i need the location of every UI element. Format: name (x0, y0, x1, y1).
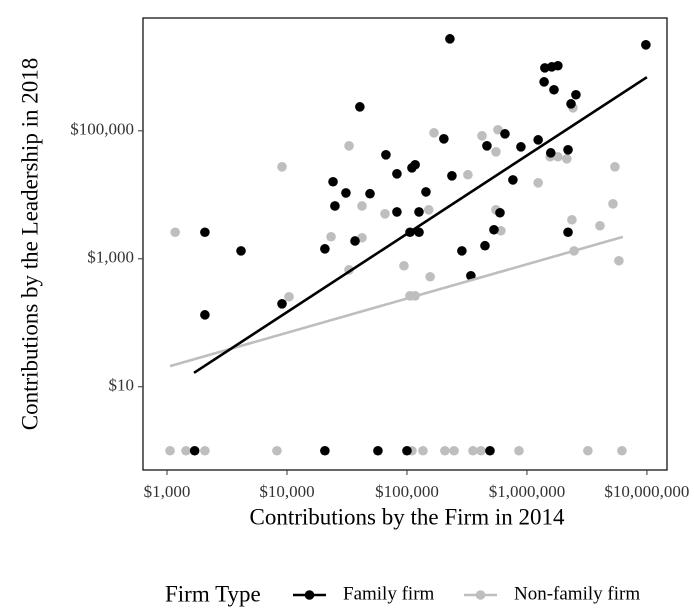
point (392, 207, 402, 217)
point (181, 445, 191, 456)
point (610, 162, 620, 172)
point (457, 246, 467, 256)
point (493, 124, 503, 135)
x-tick-label: $100,000 (375, 482, 439, 501)
y-tick-label: $100,000 (70, 120, 134, 139)
point (563, 145, 573, 155)
point (392, 168, 402, 179)
point (414, 227, 424, 238)
point (566, 99, 576, 109)
point (449, 445, 459, 456)
point (414, 207, 424, 217)
point (380, 208, 390, 219)
point (330, 201, 340, 211)
legend-title: Firm Type (165, 581, 261, 606)
point (170, 227, 180, 238)
point (466, 271, 476, 281)
point (357, 201, 367, 211)
point (381, 150, 391, 160)
point (500, 129, 510, 139)
y-tick-label: $10 (109, 376, 135, 395)
point (429, 128, 439, 138)
point (567, 214, 577, 225)
point (447, 171, 457, 181)
point (614, 255, 624, 266)
point (571, 89, 581, 100)
point (514, 445, 524, 456)
y-tick-label: $1,000 (87, 248, 134, 267)
point (463, 169, 473, 180)
point (508, 175, 518, 185)
point (539, 77, 549, 87)
point (477, 131, 487, 141)
point (320, 445, 330, 456)
point (489, 224, 499, 235)
point (445, 34, 455, 44)
point (189, 445, 200, 456)
fit-line (169, 235, 624, 368)
point (200, 227, 210, 238)
point (485, 445, 495, 456)
point (495, 207, 505, 218)
point (563, 227, 573, 238)
x-tick-label: $1,000,000 (489, 482, 566, 501)
point (423, 205, 434, 215)
point (553, 151, 563, 162)
y-axis-title: Contributions by the Leadership in 2018 (17, 58, 42, 430)
point (533, 135, 543, 145)
point (326, 231, 336, 242)
point (277, 298, 287, 309)
point (491, 147, 501, 157)
point (272, 445, 282, 456)
point (344, 141, 354, 151)
point (553, 60, 563, 71)
point (165, 445, 175, 456)
point (533, 178, 543, 188)
point (350, 236, 360, 246)
point (373, 445, 383, 456)
point (341, 188, 351, 198)
x-tick-label: $1,000 (144, 482, 191, 501)
x-tick-label: $10,000,000 (604, 482, 689, 501)
x-axis-title: Contributions by the Firm in 2014 (250, 504, 565, 529)
point (277, 162, 287, 172)
point (355, 102, 365, 112)
point (583, 445, 593, 456)
point (549, 84, 559, 95)
point (641, 40, 651, 50)
legend-label: Family firm (343, 583, 435, 604)
point (617, 445, 627, 456)
point (608, 199, 618, 209)
point (595, 220, 605, 231)
point (476, 445, 486, 456)
point (418, 445, 428, 456)
point (402, 445, 412, 456)
x-tick-label: $10,000 (259, 482, 314, 501)
legend-label: Non-family firm (514, 583, 640, 604)
point (399, 260, 409, 271)
point (328, 176, 338, 187)
point (410, 159, 420, 170)
point (236, 246, 246, 256)
point (200, 445, 210, 456)
point (425, 271, 435, 282)
plot-frame (142, 17, 668, 471)
point (516, 142, 526, 152)
legend-dot (475, 590, 486, 600)
point (480, 240, 490, 251)
legend-dot (304, 590, 315, 600)
point (439, 134, 449, 144)
point (421, 187, 431, 197)
point (440, 445, 450, 456)
point (284, 291, 294, 302)
point (545, 148, 556, 158)
point (200, 310, 210, 320)
point (468, 445, 478, 456)
point (482, 141, 492, 151)
point (562, 154, 572, 164)
fit-line (193, 76, 648, 374)
point (365, 188, 375, 199)
point (320, 244, 330, 254)
